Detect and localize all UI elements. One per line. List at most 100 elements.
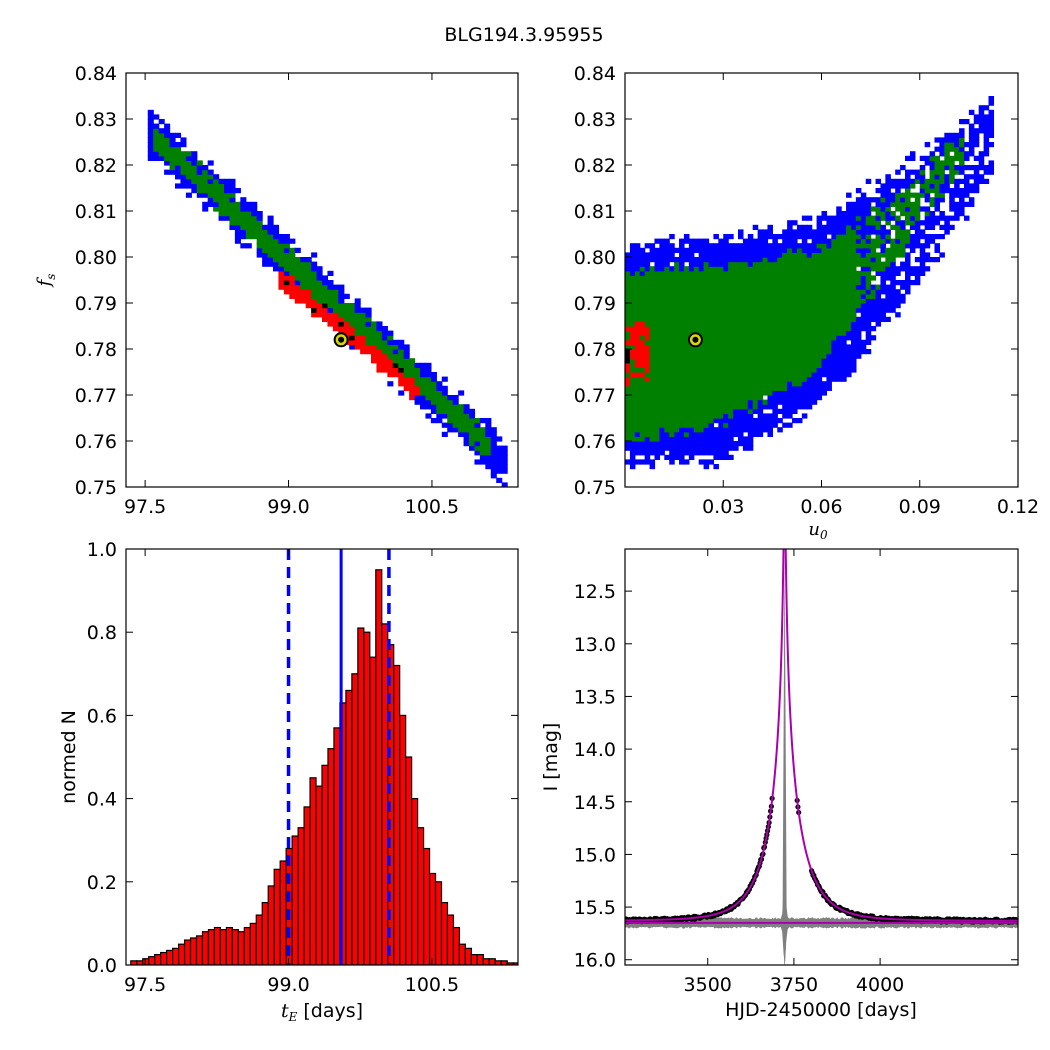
heatmap-cell xyxy=(737,349,744,355)
heatmap-cell xyxy=(654,321,660,327)
heatmap-cell xyxy=(880,215,886,221)
heatmap-cell xyxy=(914,238,921,244)
heatmap-cell xyxy=(875,257,882,263)
heatmap-cell xyxy=(474,427,481,433)
heatmap-cell xyxy=(703,316,710,322)
heatmap-cell xyxy=(821,353,828,359)
heatmap-cell xyxy=(300,275,307,281)
heatmap-cell xyxy=(708,399,715,405)
heatmap-cell xyxy=(900,183,906,189)
heatmap-cell xyxy=(860,206,867,212)
heatmap-cell xyxy=(490,459,497,465)
heatmap-cell xyxy=(629,303,636,309)
heatmap-cell xyxy=(733,427,739,433)
heatmap-cell xyxy=(811,312,818,318)
heatmap-cell xyxy=(240,229,247,235)
heatmap-cell xyxy=(698,408,705,414)
heatmap-cell xyxy=(821,275,828,281)
heatmap-cell xyxy=(409,385,416,391)
heatmap-cell xyxy=(811,376,818,382)
heatmap-cell xyxy=(327,303,334,309)
heatmap-cell xyxy=(713,326,719,332)
heatmap-cell xyxy=(305,289,312,295)
heatmap-cell xyxy=(683,413,690,419)
heatmap-cell xyxy=(821,261,828,267)
heatmap-cell xyxy=(409,358,416,364)
heatmap-cell xyxy=(698,298,705,304)
heatmap-cell xyxy=(180,169,187,175)
heatmap-cell xyxy=(900,229,906,235)
heatmap-cell xyxy=(639,335,646,341)
heatmap-cell xyxy=(787,408,793,414)
heatmap-cell xyxy=(860,349,867,355)
heatmap-cell xyxy=(890,280,896,286)
heatmap-cell xyxy=(914,275,921,281)
heatmap-cell xyxy=(850,303,857,309)
heatmap-cell xyxy=(180,137,187,143)
heatmap-cell xyxy=(806,247,813,253)
heatmap-cell xyxy=(924,234,931,240)
heatmap-cell xyxy=(674,381,680,387)
heatmap-cell xyxy=(816,229,823,235)
heatmap-cell xyxy=(752,266,759,272)
heatmap-cell xyxy=(659,431,665,437)
heatmap-cell xyxy=(767,353,773,359)
heatmap-cell xyxy=(860,266,867,272)
heatmap-cell xyxy=(855,307,862,313)
heatmap-cell xyxy=(425,381,432,387)
heatmap-cell xyxy=(983,128,990,134)
heatmap-cell xyxy=(713,353,719,359)
heatmap-cell xyxy=(905,284,911,290)
heatmap-cell xyxy=(885,229,891,235)
model-uncertainty-spike xyxy=(782,549,787,923)
heatmap-cell xyxy=(718,362,724,368)
heatmap-cell xyxy=(757,298,764,304)
heatmap-cell xyxy=(733,445,739,451)
heatmap-cell xyxy=(737,252,744,258)
heatmap-cell xyxy=(742,344,749,350)
heatmap-cell xyxy=(332,289,339,295)
heatmap-cell xyxy=(737,376,744,382)
heatmap-cell xyxy=(625,431,631,437)
heatmap-cell xyxy=(792,275,798,281)
y-tick-label: 0.8 xyxy=(87,622,117,644)
heatmap-cell xyxy=(875,316,882,322)
heatmap-cell xyxy=(737,229,744,235)
heatmap-cell xyxy=(787,229,793,235)
heatmap-cell xyxy=(846,316,852,322)
heatmap-cell xyxy=(944,178,950,184)
heatmap-cell xyxy=(752,307,759,313)
heatmap-cell xyxy=(772,422,778,428)
heatmap-cell xyxy=(371,349,378,355)
heatmap-cell xyxy=(669,408,675,414)
heatmap-cell xyxy=(909,243,916,249)
heatmap-cell xyxy=(939,160,945,166)
heatmap-cell xyxy=(669,418,675,424)
heatmap-cell xyxy=(757,408,764,414)
heatmap-cell xyxy=(708,293,715,299)
heatmap-cell xyxy=(890,284,896,290)
heatmap-cell xyxy=(733,326,739,332)
heatmap-cell xyxy=(757,293,764,299)
heatmap-cell xyxy=(496,454,503,460)
heatmap-cell xyxy=(767,261,773,267)
heatmap-cell xyxy=(708,261,715,267)
heatmap-cell xyxy=(905,206,911,212)
heatmap-cell xyxy=(289,284,296,290)
heatmap-cell xyxy=(767,224,773,230)
heatmap-cell xyxy=(850,261,857,267)
heatmap-cell xyxy=(846,192,852,198)
heatmap-cell xyxy=(737,395,744,401)
heatmap-cell xyxy=(703,261,710,267)
heatmap-cell xyxy=(654,335,660,341)
heatmap-cell xyxy=(944,142,950,148)
heatmap-cell xyxy=(240,234,247,240)
heatmap-cell xyxy=(767,270,773,276)
heatmap-cell xyxy=(679,454,685,460)
heatmap-cell xyxy=(664,367,670,373)
heatmap-cell xyxy=(371,326,378,332)
heatmap-cell xyxy=(649,349,656,355)
heatmap-cell xyxy=(644,376,651,382)
heatmap-cell xyxy=(826,220,832,226)
